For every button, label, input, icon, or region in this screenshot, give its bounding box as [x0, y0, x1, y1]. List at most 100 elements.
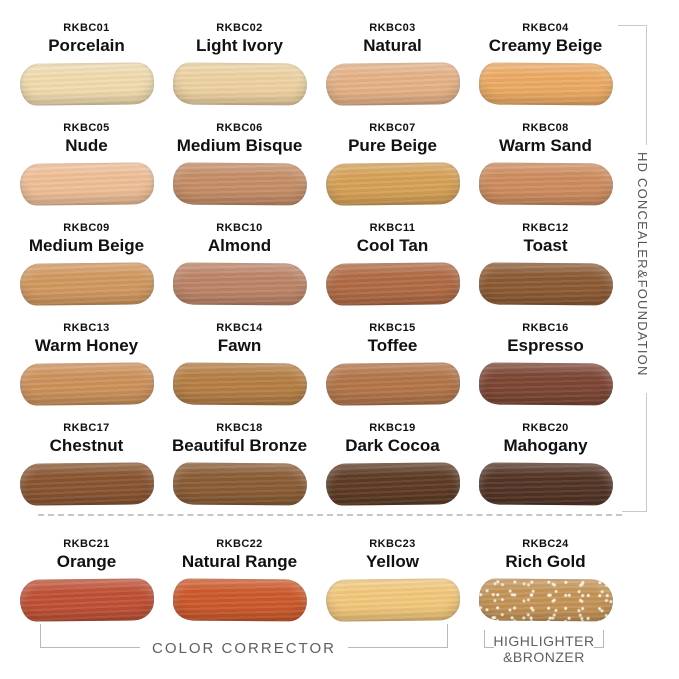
- shade-code: RKBC18: [216, 422, 263, 434]
- shade-swatch: [325, 62, 460, 106]
- highlighter-bronzer-label: HIGHLIGHTER &BRONZER: [493, 633, 594, 665]
- shade-cell: RKBC23 Yellow: [316, 528, 469, 628]
- shade-code: RKBC05: [63, 122, 110, 134]
- shade-swatch: [325, 362, 460, 406]
- shade-swatch: [478, 162, 613, 206]
- shade-cell: RKBC22 Natural Range: [163, 528, 316, 628]
- corrector-highlighter-grid: RKBC21 Orange RKBC22 Natural Range RKBC2…: [10, 528, 622, 628]
- shade-code: RKBC19: [369, 422, 416, 434]
- shade-cell: RKBC12 Toast: [469, 212, 622, 312]
- shade-swatch: [478, 362, 613, 406]
- shade-swatch: [19, 262, 154, 306]
- shade-name: Dark Cocoa: [345, 436, 440, 455]
- shade-code: RKBC23: [369, 538, 416, 550]
- shade-code: RKBC17: [63, 422, 110, 434]
- shade-code: RKBC10: [216, 222, 263, 234]
- side-bracket-top: [618, 25, 647, 145]
- shade-name: Orange: [56, 552, 117, 571]
- shade-swatch: [478, 462, 613, 506]
- shade-name: Almond: [207, 236, 272, 255]
- shade-name: Medium Beige: [28, 236, 145, 255]
- shade-swatch: [478, 578, 613, 622]
- shade-code: RKBC13: [63, 322, 110, 334]
- shade-swatch: [172, 62, 307, 106]
- shade-name: Medium Bisque: [176, 136, 303, 155]
- shade-code: RKBC09: [63, 222, 110, 234]
- shade-cell: RKBC18 Beautiful Bronze: [163, 412, 316, 512]
- shade-name: Pure Beige: [348, 136, 437, 155]
- dashed-separator: [38, 514, 622, 516]
- shade-swatch: [19, 362, 154, 406]
- concealer-foundation-grid: RKBC01 Porcelain RKBC02 Light Ivory RKBC…: [10, 12, 622, 512]
- shade-cell: RKBC16 Espresso: [469, 312, 622, 412]
- shade-code: RKBC16: [522, 322, 569, 334]
- shade-code: RKBC11: [369, 222, 416, 234]
- highlighter-bronzer-line2: &BRONZER: [503, 649, 585, 665]
- shade-cell: RKBC09 Medium Beige: [10, 212, 163, 312]
- shade-cell: RKBC08 Warm Sand: [469, 112, 622, 212]
- shade-name: Espresso: [507, 336, 584, 355]
- shade-swatch: [19, 162, 154, 206]
- highlighter-bracket-right: [594, 630, 604, 648]
- shade-swatch: [172, 578, 307, 622]
- shade-code: RKBC14: [216, 322, 263, 334]
- shade-swatch: [478, 262, 613, 306]
- shade-swatch: [19, 62, 154, 106]
- shade-code: RKBC06: [216, 122, 263, 134]
- shade-name: Toffee: [367, 336, 418, 355]
- shade-cell: RKBC13 Warm Honey: [10, 312, 163, 412]
- shade-code: RKBC21: [63, 538, 110, 550]
- shade-swatch: [172, 262, 307, 306]
- side-group-label: HD CONCEALER&FOUNDATION: [635, 152, 650, 377]
- shade-cell: RKBC05 Nude: [10, 112, 163, 212]
- shade-name: Porcelain: [48, 36, 125, 55]
- shade-code: RKBC24: [522, 538, 569, 550]
- highlighter-bracket-left: [484, 630, 494, 648]
- shade-cell: RKBC07 Pure Beige: [316, 112, 469, 212]
- color-corrector-label: COLOR CORRECTOR: [140, 641, 348, 657]
- shade-code: RKBC03: [369, 22, 416, 34]
- shade-cell: RKBC04 Creamy Beige: [469, 12, 622, 112]
- shade-swatch: [172, 162, 307, 206]
- shade-swatch: [172, 462, 307, 506]
- shade-swatch: [325, 162, 460, 206]
- shade-name: Light Ivory: [196, 36, 283, 55]
- shade-cell: RKBC15 Toffee: [316, 312, 469, 412]
- shade-name: Toast: [523, 236, 568, 255]
- shade-cell: RKBC21 Orange: [10, 528, 163, 628]
- shade-cell: RKBC06 Medium Bisque: [163, 112, 316, 212]
- shade-code: RKBC01: [63, 22, 110, 34]
- shade-name: Warm Sand: [499, 136, 592, 155]
- shade-name: Mahogany: [503, 436, 588, 455]
- shade-swatch: [172, 362, 307, 406]
- shade-name: Rich Gold: [505, 552, 586, 571]
- shade-name: Natural Range: [181, 552, 298, 571]
- shade-swatch: [325, 578, 460, 622]
- shade-code: RKBC20: [522, 422, 569, 434]
- shade-swatch: [478, 62, 613, 106]
- shade-code: RKBC22: [216, 538, 263, 550]
- shade-name: Natural: [363, 36, 422, 55]
- shade-name: Cool Tan: [356, 236, 429, 255]
- shade-cell: RKBC20 Mahogany: [469, 412, 622, 512]
- shade-name: Creamy Beige: [488, 36, 603, 55]
- shade-cell: RKBC17 Chestnut: [10, 412, 163, 512]
- shade-swatch: [325, 262, 460, 306]
- shade-code: RKBC15: [369, 322, 416, 334]
- highlighter-bronzer-line1: HIGHLIGHTER: [493, 633, 595, 649]
- shade-cell: RKBC19 Dark Cocoa: [316, 412, 469, 512]
- shade-cell: RKBC24 Rich Gold: [469, 528, 622, 628]
- shade-name: Fawn: [217, 336, 262, 355]
- shade-code: RKBC04: [522, 22, 569, 34]
- shade-code: RKBC12: [522, 222, 569, 234]
- shade-name: Nude: [65, 136, 108, 155]
- shade-name: Chestnut: [49, 436, 124, 455]
- shade-swatch: [325, 462, 460, 506]
- shade-code: RKBC02: [216, 22, 263, 34]
- shade-cell: RKBC02 Light Ivory: [163, 12, 316, 112]
- shade-cell: RKBC01 Porcelain: [10, 12, 163, 112]
- shade-cell: RKBC03 Natural: [316, 12, 469, 112]
- shade-code: RKBC08: [522, 122, 569, 134]
- shade-swatch: [19, 462, 154, 506]
